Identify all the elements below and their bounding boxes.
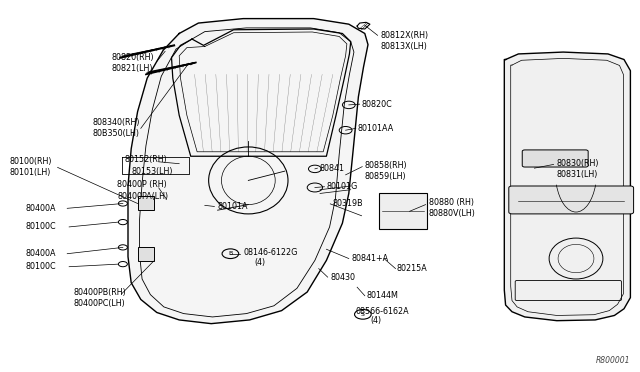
Text: 80400PA(LH): 80400PA(LH) [117,192,168,201]
Text: 80100C: 80100C [26,262,56,271]
Text: 80101A: 80101A [218,202,248,211]
Text: 80101AA: 80101AA [357,124,394,133]
Text: 80831(LH): 80831(LH) [557,170,598,179]
FancyBboxPatch shape [138,247,154,261]
Text: 80B350(LH): 80B350(LH) [93,129,140,138]
Text: 80880V(LH): 80880V(LH) [429,209,476,218]
Text: 80400A: 80400A [26,249,56,258]
Text: 80841: 80841 [320,164,345,173]
FancyBboxPatch shape [138,196,154,210]
Text: 80821(LH): 80821(LH) [112,64,154,73]
Text: 80858(RH): 80858(RH) [365,161,408,170]
Text: 80859(LH): 80859(LH) [365,172,406,181]
FancyBboxPatch shape [379,193,427,229]
Text: 80100C: 80100C [26,222,56,231]
Text: 08146-6122G: 08146-6122G [243,248,298,257]
Text: R800001: R800001 [596,356,630,365]
Text: 80841+A: 80841+A [352,254,389,263]
Text: (4): (4) [254,258,265,267]
Text: 80144M: 80144M [366,291,398,300]
Text: 80215A: 80215A [397,264,428,273]
Text: 808340(RH): 808340(RH) [93,118,140,127]
Text: 80400A: 80400A [26,204,56,213]
Text: 80319B: 80319B [333,199,364,208]
Text: 80430: 80430 [330,273,355,282]
FancyBboxPatch shape [522,150,588,167]
Text: 80880 (RH): 80880 (RH) [429,198,474,207]
Text: 80400P (RH): 80400P (RH) [117,180,167,189]
Text: 80830(RH): 80830(RH) [557,159,599,168]
Text: 80101G: 80101G [326,182,358,191]
Text: 08566-6162A: 08566-6162A [355,307,409,316]
Text: 80400PB(RH): 80400PB(RH) [74,288,126,296]
Text: S: S [361,312,365,317]
Text: 80400PC(LH): 80400PC(LH) [74,299,125,308]
Text: 80101(LH): 80101(LH) [10,169,51,177]
Text: B: B [228,251,232,256]
Text: 80820C: 80820C [362,100,392,109]
Text: 80813X(LH): 80813X(LH) [381,42,428,51]
Polygon shape [504,52,630,321]
Text: 80100(RH): 80100(RH) [10,157,52,166]
Text: 80152(RH): 80152(RH) [125,155,168,164]
Text: 80820(RH): 80820(RH) [112,53,155,62]
Text: 80153(LH): 80153(LH) [131,167,173,176]
Polygon shape [128,19,368,324]
FancyBboxPatch shape [509,186,634,214]
Text: (4): (4) [370,316,381,325]
Text: 80812X(RH): 80812X(RH) [381,31,429,40]
